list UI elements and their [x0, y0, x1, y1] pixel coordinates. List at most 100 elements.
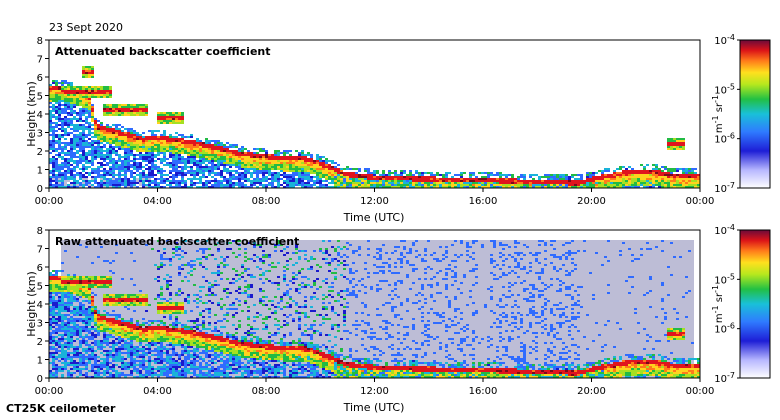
- heatmap-cell: [55, 270, 58, 272]
- heatmap-cell: [415, 176, 418, 178]
- heatmap-cell: [178, 170, 181, 172]
- heatmap-cell: [61, 80, 64, 82]
- heatmap-cell: [94, 240, 97, 242]
- heatmap-cell: [112, 268, 115, 270]
- heatmap-cell: [610, 184, 613, 186]
- heatmap-cell: [70, 184, 73, 186]
- heatmap-cell: [436, 186, 439, 188]
- heatmap-cell: [196, 138, 199, 140]
- heatmap-cell: [622, 170, 625, 172]
- heatmap-cell: [85, 110, 88, 112]
- heatmap-cell: [178, 156, 181, 158]
- heatmap-cell: [493, 184, 496, 186]
- heatmap-cell: [103, 358, 106, 360]
- heatmap-cell: [652, 182, 655, 184]
- heatmap-cell: [145, 160, 148, 162]
- heatmap-cell: [73, 244, 76, 246]
- heatmap-cell: [355, 178, 358, 180]
- heatmap-cell: [403, 176, 406, 178]
- heatmap-cell: [247, 162, 250, 164]
- heatmap-cell: [79, 140, 82, 142]
- heatmap-cell: [484, 180, 487, 182]
- heatmap-cell: [103, 112, 106, 114]
- heatmap-cell: [289, 162, 292, 164]
- heatmap-cell: [88, 300, 91, 302]
- heatmap-cell: [142, 108, 145, 110]
- heatmap-cell: [394, 170, 397, 172]
- heatmap-cell: [229, 172, 232, 174]
- heatmap-cell: [442, 184, 445, 186]
- heatmap-cell: [625, 174, 628, 176]
- heatmap-cell: [625, 184, 628, 186]
- heatmap-cell: [172, 120, 175, 122]
- heatmap-cell: [148, 174, 151, 176]
- heatmap-cell: [61, 330, 64, 332]
- heatmap-cell: [67, 366, 70, 368]
- heatmap-cell: [148, 166, 151, 168]
- heatmap-cell: [469, 174, 472, 176]
- heatmap-cell: [193, 184, 196, 186]
- heatmap-cell: [67, 244, 70, 246]
- heatmap-cell: [634, 184, 637, 186]
- heatmap-cell: [601, 186, 604, 188]
- heatmap-cell: [106, 132, 109, 134]
- heatmap-cell: [88, 112, 91, 114]
- heatmap-cell: [55, 276, 58, 278]
- heatmap-cell: [115, 366, 118, 368]
- heatmap-cell: [205, 142, 208, 144]
- heatmap-cell: [100, 282, 103, 284]
- heatmap-cell: [673, 138, 676, 140]
- heatmap-cell: [97, 156, 100, 158]
- heatmap-cell: [316, 164, 319, 166]
- heatmap-cell: [469, 182, 472, 184]
- heatmap-cell: [586, 174, 589, 176]
- heatmap-cell: [73, 258, 76, 260]
- heatmap-cell: [376, 180, 379, 182]
- heatmap-cell: [175, 156, 178, 158]
- heatmap-cell: [52, 116, 55, 118]
- heatmap-cell: [139, 166, 142, 168]
- heatmap-cell: [319, 174, 322, 176]
- heatmap-cell: [310, 168, 313, 170]
- heatmap-cell: [100, 374, 103, 376]
- heatmap-cell: [586, 184, 589, 186]
- heatmap-cell: [49, 122, 52, 124]
- heatmap-cell: [568, 184, 571, 186]
- heatmap-cell: [94, 312, 97, 314]
- heatmap-cell: [262, 184, 265, 186]
- heatmap-cell: [109, 328, 112, 330]
- heatmap-cell: [103, 168, 106, 170]
- heatmap-cell: [88, 248, 91, 250]
- heatmap-cell: [169, 142, 172, 144]
- heatmap-cell: [190, 170, 193, 172]
- heatmap-cell: [256, 166, 259, 168]
- heatmap-cell: [295, 158, 298, 160]
- heatmap-cell: [100, 170, 103, 172]
- heatmap-cell: [298, 170, 301, 172]
- heatmap-cell: [100, 272, 103, 274]
- heatmap-cell: [52, 170, 55, 172]
- heatmap-cell: [472, 172, 475, 174]
- heatmap-cell: [64, 138, 67, 140]
- heatmap-cell: [202, 184, 205, 186]
- heatmap-cell: [436, 172, 439, 174]
- heatmap-cell: [109, 96, 112, 98]
- heatmap-cell: [184, 186, 187, 188]
- heatmap-cell: [100, 320, 103, 322]
- heatmap-cell: [55, 344, 58, 346]
- heatmap-cell: [304, 160, 307, 162]
- heatmap-cell: [226, 162, 229, 164]
- heatmap-cell: [592, 180, 595, 182]
- heatmap-cell: [304, 186, 307, 188]
- heatmap-cell: [70, 104, 73, 106]
- heatmap-cell: [667, 146, 670, 148]
- heatmap-cell: [163, 118, 166, 120]
- heatmap-cell: [91, 260, 94, 262]
- heatmap-cell: [100, 306, 103, 308]
- heatmap-cell: [79, 324, 82, 326]
- heatmap-cell: [466, 178, 469, 180]
- heatmap-cell: [133, 136, 136, 138]
- heatmap-cell: [58, 330, 61, 332]
- heatmap-cell: [109, 312, 112, 314]
- heatmap-cell: [109, 268, 112, 270]
